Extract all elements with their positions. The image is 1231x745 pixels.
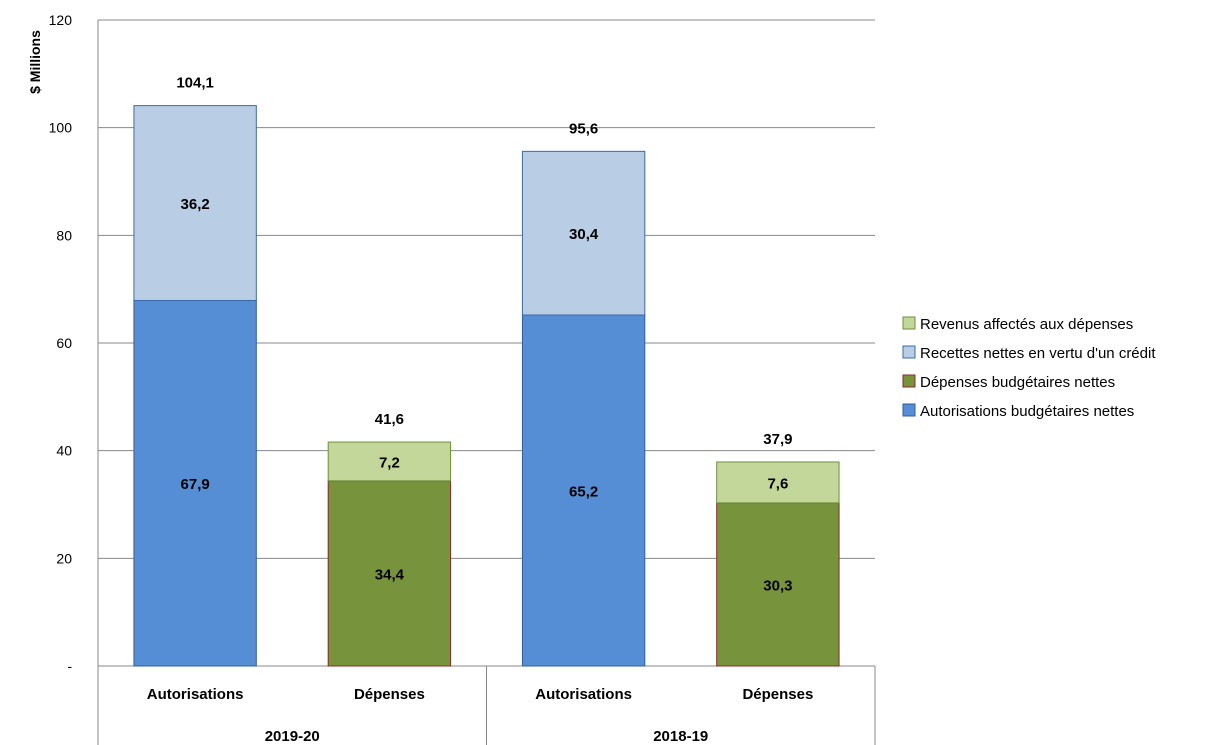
legend-swatch — [902, 403, 916, 417]
y-tick-label: 120 — [49, 12, 73, 28]
y-tick-label: 80 — [56, 227, 72, 243]
total-value-label: 41,6 — [375, 411, 404, 428]
total-value-label: 104,1 — [176, 75, 214, 92]
total-value-label: 95,6 — [569, 120, 598, 137]
y-axis-label: $ Millions — [27, 30, 43, 94]
segment-value-label: 7,2 — [379, 454, 400, 471]
bar-segment — [327, 480, 452, 667]
bar-segment — [521, 150, 646, 316]
legend-label: Revenus affectés aux dépenses — [920, 316, 1133, 333]
y-tick-label: 40 — [56, 443, 72, 459]
x-category-label: Dépenses — [354, 686, 425, 703]
x-axis: Autorisations Dépenses 2019-20 Autorisation… — [97, 666, 876, 745]
segment-value-label: 30,4 — [569, 226, 599, 243]
segment-value-label: 65,2 — [569, 484, 598, 501]
y-tick-label: 100 — [49, 120, 73, 136]
bar-segment — [521, 314, 646, 667]
legend-swatch — [902, 316, 916, 330]
legend-swatch — [902, 345, 916, 359]
bar-segment — [327, 441, 452, 482]
segment-value-label: 30,3 — [763, 577, 792, 594]
x-category-label: Dépenses — [742, 686, 813, 703]
legend-label: Autorisations budgétaires nettes — [920, 403, 1134, 420]
total-value-label: 37,9 — [763, 431, 792, 448]
y-tick-label: 20 — [56, 550, 72, 566]
x-category-label: Autorisations — [147, 686, 244, 703]
segment-value-label: 7,6 — [767, 475, 788, 492]
segment-value-label: 67,9 — [181, 476, 210, 493]
bar-segment — [133, 299, 257, 667]
legend-swatch — [902, 374, 916, 388]
x-category-label: Autorisations — [535, 686, 632, 703]
segment-value-label: 34,4 — [375, 566, 405, 583]
legend: Revenus affectés aux dépenses Recettes ne… — [902, 316, 1156, 420]
x-group-label: 2018-19 — [653, 728, 708, 745]
bar-segment — [716, 461, 840, 504]
data-labels: 67,9 36,2 104,1 34,4 7,2 41,6 65,2 30,4 95,6 30,3… — [176, 75, 792, 595]
bar-segment — [133, 105, 257, 301]
y-axis: - 20 40 60 80 100 120 — [49, 12, 99, 674]
segment-value-label: 36,2 — [181, 196, 210, 213]
legend-label: Recettes nettes en vertu d'un crédit — [920, 345, 1156, 362]
y-tick-label: 60 — [56, 335, 72, 351]
y-tick-label: - — [67, 658, 72, 674]
x-group-label: 2019-20 — [265, 728, 320, 745]
bars — [133, 105, 840, 667]
legend-label: Dépenses budgétaires nettes — [920, 374, 1115, 391]
